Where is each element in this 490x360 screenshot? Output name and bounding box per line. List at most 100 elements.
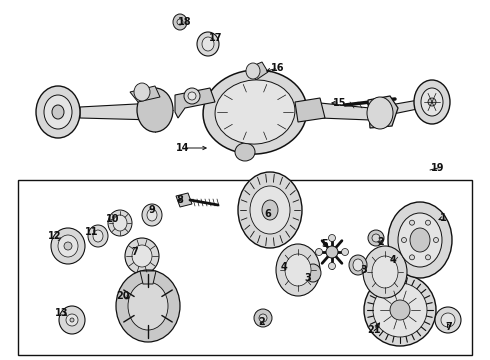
Ellipse shape — [410, 228, 430, 252]
Ellipse shape — [353, 259, 363, 271]
Ellipse shape — [142, 204, 162, 226]
Circle shape — [401, 238, 407, 243]
Ellipse shape — [137, 88, 173, 132]
Circle shape — [428, 98, 436, 106]
Ellipse shape — [125, 238, 159, 274]
Ellipse shape — [305, 264, 321, 282]
Text: 1: 1 — [440, 213, 446, 223]
Text: 3: 3 — [305, 273, 311, 283]
Ellipse shape — [113, 215, 127, 231]
Ellipse shape — [173, 14, 187, 30]
Ellipse shape — [368, 230, 384, 246]
Ellipse shape — [128, 282, 168, 330]
Ellipse shape — [246, 63, 260, 79]
Ellipse shape — [421, 88, 443, 116]
Circle shape — [410, 220, 415, 225]
Ellipse shape — [235, 143, 255, 161]
Ellipse shape — [197, 32, 219, 56]
Circle shape — [184, 88, 200, 104]
Text: 4: 4 — [281, 262, 287, 272]
Ellipse shape — [215, 80, 295, 144]
Circle shape — [259, 314, 267, 322]
Ellipse shape — [147, 209, 157, 221]
Polygon shape — [320, 103, 370, 120]
Text: 20: 20 — [116, 291, 130, 301]
Text: 13: 13 — [55, 308, 69, 318]
Text: 9: 9 — [148, 205, 155, 215]
Ellipse shape — [372, 256, 398, 288]
Circle shape — [372, 234, 380, 242]
Polygon shape — [80, 103, 155, 120]
Ellipse shape — [262, 200, 278, 220]
Text: 3: 3 — [361, 265, 368, 275]
Ellipse shape — [203, 70, 307, 154]
Circle shape — [425, 220, 431, 225]
Polygon shape — [130, 86, 160, 102]
Text: 6: 6 — [265, 209, 271, 219]
Circle shape — [328, 234, 336, 242]
Ellipse shape — [132, 245, 152, 267]
Circle shape — [177, 19, 183, 25]
Text: 11: 11 — [85, 227, 99, 237]
Circle shape — [410, 255, 415, 260]
Ellipse shape — [364, 274, 436, 346]
Ellipse shape — [52, 105, 64, 119]
Ellipse shape — [441, 313, 455, 327]
Text: 2: 2 — [259, 317, 266, 327]
Text: 15: 15 — [333, 98, 347, 108]
Ellipse shape — [285, 254, 311, 286]
Ellipse shape — [363, 246, 407, 298]
Ellipse shape — [398, 213, 442, 267]
Circle shape — [316, 248, 322, 256]
Circle shape — [66, 314, 78, 326]
Polygon shape — [248, 62, 268, 80]
Circle shape — [342, 248, 348, 256]
Ellipse shape — [93, 230, 103, 242]
Ellipse shape — [116, 270, 180, 342]
Ellipse shape — [58, 235, 78, 257]
Ellipse shape — [44, 95, 72, 129]
Ellipse shape — [276, 244, 320, 296]
Polygon shape — [140, 271, 156, 284]
Circle shape — [326, 246, 338, 258]
Text: 8: 8 — [176, 195, 183, 205]
Ellipse shape — [59, 306, 85, 334]
Text: 12: 12 — [48, 231, 62, 241]
Text: 21: 21 — [367, 325, 381, 335]
Text: 7: 7 — [445, 322, 452, 332]
Text: 14: 14 — [176, 143, 190, 153]
Text: 19: 19 — [431, 163, 445, 173]
Polygon shape — [368, 96, 398, 128]
Text: 10: 10 — [106, 214, 120, 224]
Ellipse shape — [414, 80, 450, 124]
Text: 4: 4 — [390, 255, 396, 265]
Polygon shape — [295, 98, 325, 122]
Text: 5: 5 — [321, 239, 328, 249]
Polygon shape — [390, 98, 432, 114]
Ellipse shape — [390, 300, 410, 320]
Ellipse shape — [36, 86, 80, 138]
Polygon shape — [175, 88, 215, 118]
Circle shape — [188, 92, 196, 100]
Circle shape — [434, 238, 439, 243]
Ellipse shape — [238, 172, 302, 248]
Ellipse shape — [388, 202, 452, 278]
Ellipse shape — [134, 83, 150, 101]
Text: 18: 18 — [178, 17, 192, 27]
Ellipse shape — [108, 210, 132, 236]
Ellipse shape — [88, 225, 108, 247]
Text: 2: 2 — [378, 237, 384, 247]
Polygon shape — [176, 193, 192, 207]
Ellipse shape — [435, 307, 461, 333]
Ellipse shape — [373, 283, 427, 337]
Ellipse shape — [250, 186, 290, 234]
Circle shape — [70, 318, 74, 322]
Ellipse shape — [202, 37, 214, 51]
Ellipse shape — [254, 309, 272, 327]
Text: 16: 16 — [271, 63, 285, 73]
Ellipse shape — [367, 97, 393, 129]
Text: 7: 7 — [132, 247, 138, 257]
Ellipse shape — [349, 255, 367, 275]
Circle shape — [64, 242, 72, 250]
Circle shape — [328, 262, 336, 270]
